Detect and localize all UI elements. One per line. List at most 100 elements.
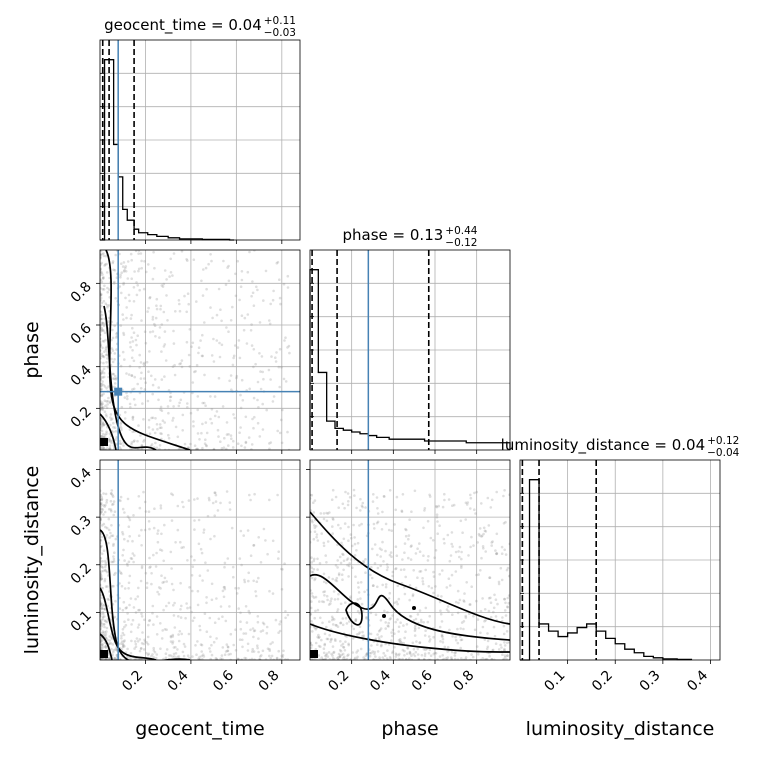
- sample-point: [126, 395, 129, 398]
- sample-point: [112, 377, 115, 380]
- sample-point: [417, 626, 421, 630]
- sample-point: [323, 632, 327, 636]
- sample-point: [224, 283, 228, 287]
- sample-point: [123, 396, 127, 399]
- sample-point: [328, 620, 331, 623]
- sample-point: [161, 629, 164, 632]
- sample-point: [111, 503, 114, 506]
- sample-point: [111, 328, 114, 332]
- sample-point: [108, 658, 111, 660]
- sample-point: [322, 647, 326, 650]
- sample-point: [100, 642, 102, 645]
- sample-point: [268, 442, 271, 445]
- sample-point: [375, 496, 379, 499]
- sample-point: [135, 637, 139, 640]
- sample-point: [114, 599, 117, 603]
- sample-point: [357, 591, 361, 594]
- sample-point: [441, 635, 444, 638]
- sample-point: [139, 252, 143, 255]
- sample-point: [147, 510, 151, 513]
- sample-point: [355, 506, 358, 510]
- sample-point: [265, 631, 269, 635]
- sample-point: [360, 602, 364, 606]
- sample-point: [286, 346, 289, 349]
- sample-point: [100, 552, 104, 556]
- sample-point: [165, 628, 168, 631]
- sample-point: [104, 525, 107, 529]
- sample-point: [325, 581, 328, 585]
- sample-point: [138, 288, 141, 292]
- sample-point: [100, 545, 102, 549]
- sample-point: [159, 504, 163, 507]
- sample-point: [446, 605, 450, 608]
- sample-point: [325, 637, 329, 641]
- sample-point: [275, 656, 279, 660]
- sample-point: [488, 654, 491, 658]
- sample-point: [251, 291, 255, 295]
- sample-point: [432, 575, 436, 578]
- sample-point: [100, 424, 104, 428]
- sample-point: [105, 570, 109, 574]
- sample-point: [225, 447, 228, 450]
- sample-point: [100, 627, 102, 630]
- sample-point: [484, 530, 488, 533]
- sample-point: [438, 625, 442, 629]
- sample-point: [188, 656, 191, 660]
- sample-point: [149, 330, 152, 334]
- sample-point: [330, 637, 333, 641]
- sample-point: [215, 410, 219, 413]
- sample-point: [114, 438, 117, 441]
- y-tick-label: 0.2: [68, 560, 95, 587]
- sample-point: [231, 565, 235, 569]
- sample-point: [114, 647, 117, 651]
- sample-point: [497, 582, 501, 586]
- sample-point: [112, 421, 115, 425]
- sample-point: [104, 433, 107, 437]
- sample-cloud: [100, 489, 290, 660]
- sample-point: [238, 298, 241, 302]
- sample-point: [153, 322, 156, 326]
- sample-point: [355, 657, 359, 660]
- sample-point: [198, 655, 201, 659]
- sample-point: [199, 643, 203, 646]
- sample-point: [196, 395, 200, 398]
- sample-point: [104, 302, 108, 306]
- sample-point: [100, 604, 102, 607]
- sample-point: [319, 616, 322, 620]
- sample-point: [324, 657, 328, 660]
- sample-point: [340, 644, 343, 647]
- sample-point: [193, 370, 196, 374]
- sample-point: [454, 638, 458, 642]
- sample-point: [422, 647, 426, 651]
- sample-point: [380, 643, 383, 647]
- sample-point: [229, 319, 233, 322]
- sample-point: [387, 528, 391, 532]
- sample-point: [342, 559, 346, 563]
- sample-point: [390, 555, 393, 558]
- sample-point: [432, 570, 435, 574]
- sample-point: [459, 635, 462, 638]
- sample-point: [211, 316, 214, 320]
- sample-point: [313, 526, 317, 530]
- sample-point: [112, 430, 115, 434]
- sample-point: [171, 274, 174, 277]
- sample-point: [251, 650, 254, 653]
- sample-point: [139, 434, 142, 437]
- sample-point: [164, 656, 168, 660]
- sample-point: [384, 585, 388, 589]
- sample-point: [134, 642, 138, 646]
- sample-point: [128, 603, 131, 607]
- sample-point: [142, 490, 145, 494]
- sample-point: [310, 509, 313, 512]
- sample-point: [316, 608, 320, 612]
- sample-point: [423, 509, 426, 512]
- sample-point: [394, 567, 397, 571]
- sample-point: [356, 581, 360, 584]
- sample-point: [150, 654, 153, 658]
- density-peak: [412, 606, 416, 610]
- sample-point: [332, 590, 336, 593]
- sample-point: [505, 630, 509, 633]
- sample-point: [325, 561, 328, 564]
- sample-point: [102, 492, 105, 495]
- sample-point: [140, 566, 144, 570]
